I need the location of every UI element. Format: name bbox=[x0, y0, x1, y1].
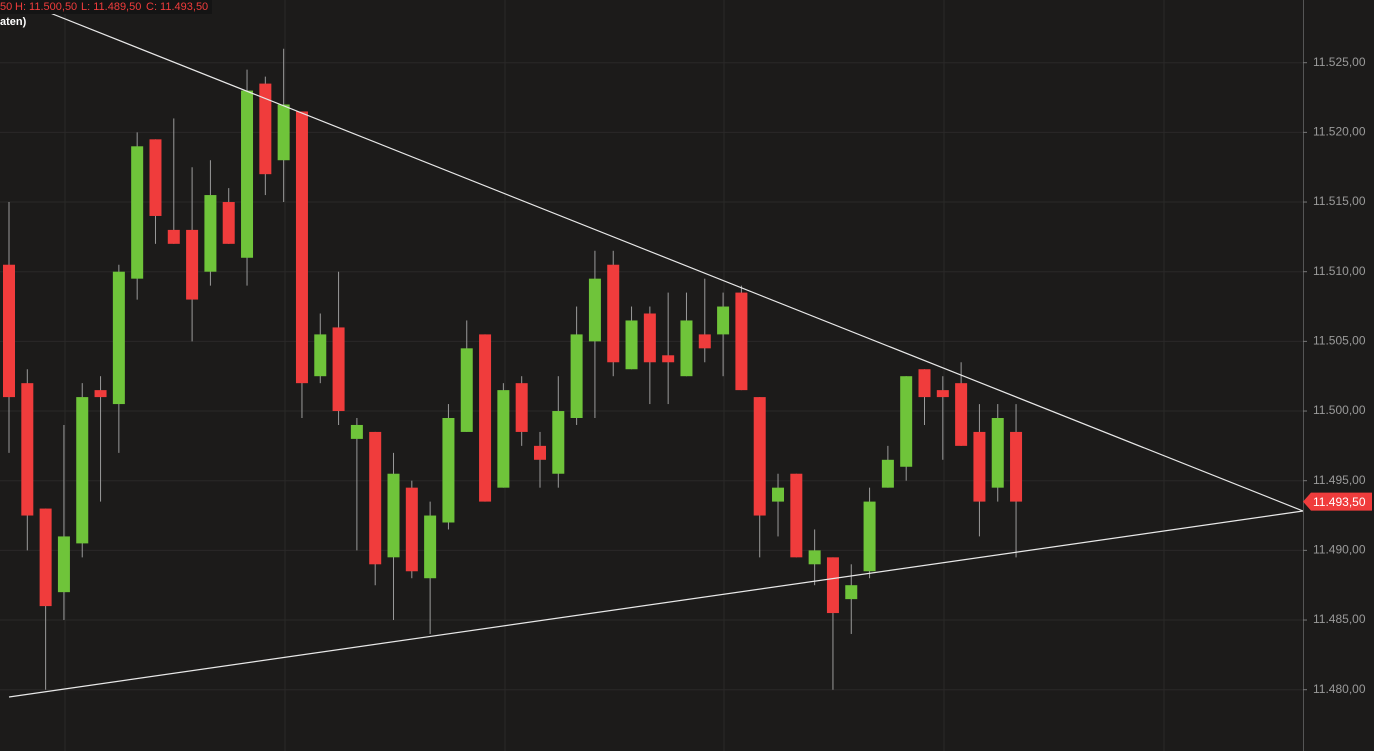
y-tick-label: 11.510,00 bbox=[1313, 264, 1366, 278]
header-close: C: 11.493,50 bbox=[146, 1, 208, 13]
y-tick-label: 11.500,00 bbox=[1313, 403, 1366, 417]
candle-body bbox=[204, 195, 217, 272]
y-tick-label: 11.485,00 bbox=[1313, 612, 1366, 626]
candle-body bbox=[186, 229, 199, 300]
candle-body bbox=[753, 397, 766, 516]
candle-body bbox=[533, 445, 546, 460]
candle-body bbox=[314, 334, 327, 377]
y-tick-label: 11.480,00 bbox=[1313, 682, 1366, 696]
candle-body bbox=[735, 292, 748, 391]
y-axis: 11.480,00 11.485,00 11.490,00 11.495,00 11.5… bbox=[1303, 55, 1372, 696]
candle-body bbox=[497, 390, 510, 488]
candle-body bbox=[39, 508, 52, 607]
candle-body bbox=[643, 313, 656, 363]
candle-body bbox=[845, 585, 858, 600]
last-price-label: 11.493,50 bbox=[1313, 495, 1366, 509]
candle-body bbox=[826, 557, 839, 614]
candle-body bbox=[973, 431, 986, 502]
upper-trendline bbox=[29, 4, 1304, 512]
header-subtitle: aten) bbox=[0, 16, 27, 28]
candle-body bbox=[881, 459, 894, 488]
candle-body bbox=[94, 390, 107, 398]
candle-body bbox=[607, 264, 620, 363]
candle-body bbox=[387, 473, 400, 558]
candle-body bbox=[662, 355, 675, 363]
candle-body bbox=[424, 515, 437, 579]
candle-body bbox=[277, 104, 290, 161]
candle-body bbox=[515, 383, 528, 432]
candle-body bbox=[149, 139, 162, 216]
candle-body bbox=[772, 487, 785, 502]
candle-body bbox=[167, 229, 180, 244]
y-tick-label: 11.525,00 bbox=[1313, 55, 1366, 69]
candle-body bbox=[332, 327, 345, 412]
candle-body bbox=[1010, 431, 1023, 502]
y-tick-label: 11.505,00 bbox=[1313, 334, 1366, 348]
y-tick-label: 11.515,00 bbox=[1313, 194, 1366, 208]
candle-body bbox=[369, 431, 382, 565]
candle-body bbox=[808, 550, 821, 565]
candle-body bbox=[3, 264, 15, 398]
y-tick-label: 11.520,00 bbox=[1313, 125, 1366, 139]
header-open: 50 bbox=[0, 1, 12, 13]
candle-body bbox=[259, 83, 272, 175]
candle-body bbox=[955, 383, 968, 446]
candle-body bbox=[625, 320, 638, 370]
candle-body bbox=[570, 334, 583, 418]
candle-body bbox=[57, 536, 70, 593]
y-tick-label: 11.490,00 bbox=[1313, 543, 1366, 557]
candle-body bbox=[588, 278, 601, 342]
candle-body bbox=[442, 417, 455, 523]
header-box bbox=[0, 0, 212, 14]
candle-body bbox=[680, 320, 693, 377]
candle-body bbox=[936, 390, 949, 398]
candle-body bbox=[918, 369, 931, 398]
y-tick-label: 11.495,00 bbox=[1313, 473, 1366, 487]
candle-body bbox=[21, 383, 34, 516]
candle-body bbox=[350, 424, 363, 439]
candle-body bbox=[460, 348, 473, 432]
candle-body bbox=[900, 376, 913, 467]
grid bbox=[0, 62, 1303, 691]
header-high: H: 11.500,50 bbox=[15, 1, 77, 13]
candle-body bbox=[863, 501, 876, 572]
candle-body bbox=[405, 487, 418, 572]
candle-body bbox=[552, 411, 565, 474]
candle-body bbox=[76, 397, 89, 544]
lower-trendline bbox=[8, 510, 1304, 698]
candle-body bbox=[241, 90, 254, 258]
candle-body bbox=[222, 202, 235, 244]
last-price-tag bbox=[1303, 492, 1372, 511]
candle-body bbox=[131, 146, 144, 279]
header-low: L: 11.489,50 bbox=[81, 1, 141, 13]
candle-body bbox=[479, 334, 492, 502]
candle-body bbox=[698, 334, 711, 349]
candle-body bbox=[790, 473, 803, 558]
candle-body bbox=[717, 306, 730, 335]
candle-body bbox=[991, 417, 1004, 488]
candle-body bbox=[295, 111, 308, 384]
candle-body bbox=[112, 271, 125, 405]
